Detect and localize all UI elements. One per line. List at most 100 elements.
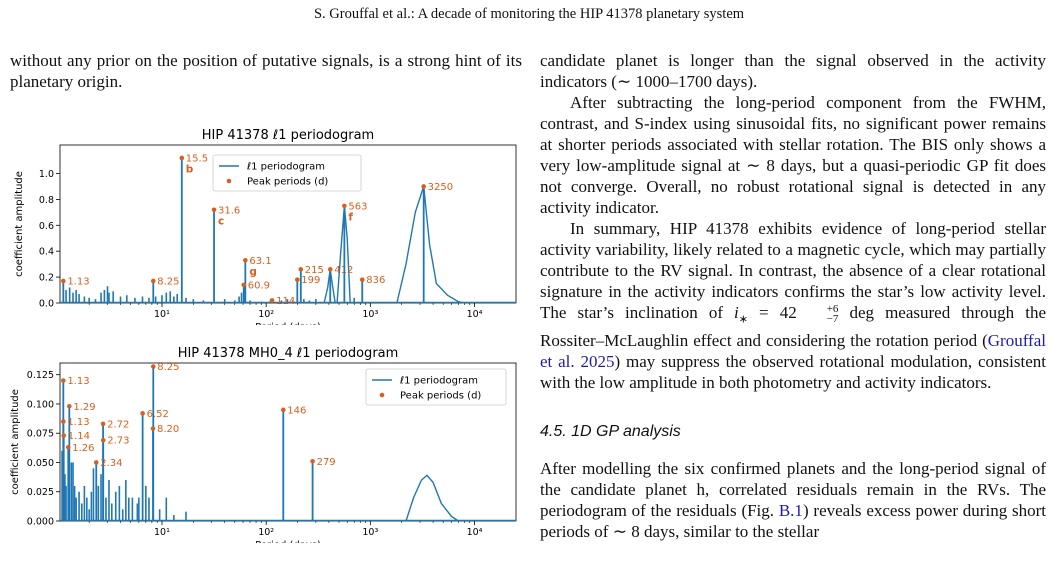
peak-label: 31.6: [218, 205, 240, 216]
legend-marker-swatch: [379, 392, 385, 398]
peak-label: 2.73: [107, 436, 129, 447]
x-tick-label: 10¹: [154, 527, 170, 538]
y-axis-label: coefficient amplitude: [14, 171, 25, 277]
citation-link[interactable]: Grouffal et al. 2025: [540, 331, 1046, 372]
mh04-periodogram-chart: HIP 41378 MH0_4 ℓ1 periodogram 0.000 0.025…: [10, 346, 517, 551]
right-column: candidate planet is longer than the sign…: [540, 50, 1046, 542]
peak-label: 1.13: [67, 276, 89, 287]
peak-label: 8.25: [157, 362, 179, 373]
peak-label: 279: [317, 457, 336, 468]
peak-marker: [150, 364, 156, 369]
peak-marker: [280, 407, 286, 413]
chart-title: HIP 41378 MH0_4 ℓ1 periodogram: [178, 346, 399, 361]
peak-label: 3250: [428, 182, 453, 193]
paragraph-3: In summary, HIP 41378 exhibits evidence …: [540, 218, 1046, 393]
y-tick-label: 0.025: [27, 487, 54, 498]
peak-label: 15.5: [186, 153, 208, 164]
x-tick-label: 10⁴: [467, 309, 483, 320]
peak-marker: [100, 437, 106, 443]
inclination-errors: +6 −7: [797, 303, 839, 326]
peak-marker: [342, 203, 347, 209]
x-tick-label: 10¹: [154, 309, 170, 320]
inclination-value: = 42: [748, 303, 797, 322]
figure-mh04-periodogram: HIP 41378 MH0_4 ℓ1 periodogram 0.000 0.025…: [8, 343, 528, 551]
paragraph-4: After modelling the six confirmed planet…: [540, 458, 1046, 542]
y-tick-label: 1.0: [39, 169, 54, 180]
y-tick-label: 0.0: [39, 299, 54, 310]
peak-label: 836: [366, 275, 385, 286]
y-tick-label: 0.050: [27, 458, 54, 469]
peak-marker: [179, 155, 185, 161]
planet-label: b: [186, 163, 194, 175]
legend-marker-swatch: [226, 178, 232, 184]
running-head: S. Grouffal et al.: A decade of monitori…: [313, 6, 745, 22]
peak-marker: [269, 298, 275, 303]
peak-marker: [241, 282, 247, 288]
x-tick-label: 10²: [258, 309, 274, 320]
peak-label: 199: [301, 275, 320, 286]
planet-label: g: [249, 266, 257, 278]
peak-label: 1.26: [72, 443, 94, 454]
inclination-symbol: i: [734, 303, 739, 322]
peak-marker: [93, 460, 99, 465]
peak-label: 563: [348, 201, 367, 212]
peak-label: 2.34: [100, 458, 122, 469]
peak-label: 1.14: [68, 431, 90, 442]
paragraph-4-start: After modelling the six confirmed planet…: [540, 459, 1046, 521]
y-axis-label: coefficient amplitude: [10, 389, 21, 495]
y-tick-label: 0.075: [27, 429, 54, 440]
paragraph-3-start: In summary, HIP 41378 exhibits evidence …: [540, 219, 1046, 322]
x-tick-label: 10³: [362, 309, 378, 320]
peak-label: 146: [287, 405, 306, 416]
planet-label: f: [348, 211, 353, 223]
legend-entry-periodogram: ℓ1 periodogram: [247, 162, 325, 173]
legend-entry-peaks: Peak periods (d): [247, 177, 328, 188]
peak-marker: [140, 411, 145, 416]
y-tick-label: 0.000: [27, 517, 54, 528]
inclination-lower-error: −7: [826, 313, 839, 326]
peak-label: 1.29: [73, 402, 95, 413]
inclination-upper-error: +6: [826, 303, 839, 316]
peak-marker: [295, 277, 300, 282]
peak-label: 63.1: [249, 256, 271, 267]
peak-marker: [67, 404, 72, 409]
y-tick-label: 0.100: [27, 399, 54, 410]
peak-marker: [243, 257, 248, 263]
peak-marker: [61, 433, 67, 438]
paragraph-4-end: ) reveals excess power during short peri…: [540, 501, 1046, 542]
peak-marker: [61, 419, 66, 424]
peak-marker: [150, 278, 156, 284]
peak-marker: [150, 426, 156, 431]
legend-entry-periodogram: ℓ1 periodogram: [400, 376, 478, 387]
y-tick-label: 0.4: [39, 247, 54, 258]
x-axis-label: Period (days): [255, 540, 321, 543]
inclination-subscript: ∗: [738, 313, 748, 326]
periodogram-curve: [405, 474, 459, 522]
x-axis-label: Period (days): [255, 322, 321, 325]
legend-entry-peaks: Peak periods (d): [400, 391, 481, 402]
peak-label: 114: [276, 296, 295, 307]
x-tick-label: 10²: [258, 527, 274, 538]
peak-marker: [61, 278, 66, 284]
y-tick-label: 0.125: [27, 370, 54, 381]
peak-label: 8.20: [157, 424, 179, 435]
paragraph-1: candidate planet is longer than the sign…: [540, 51, 1046, 91]
peak-label: 2.72: [107, 419, 129, 430]
peak-marker: [298, 267, 304, 272]
paragraph-3-end: ) may suppress the observed rotational m…: [540, 352, 1046, 393]
peak-marker: [421, 184, 426, 189]
peak-marker: [65, 444, 71, 450]
peak-marker: [327, 267, 333, 272]
peak-marker: [211, 207, 217, 213]
y-tick-label: 0.6: [39, 221, 54, 232]
peak-marker: [359, 277, 365, 282]
figure-ref-link[interactable]: B.1: [778, 501, 803, 521]
peak-label: 8.25: [157, 276, 179, 287]
y-tick-label: 0.2: [39, 273, 54, 284]
peak-label: 60.9: [248, 280, 270, 291]
paragraph-2: After subtracting the long-period compon…: [540, 93, 1046, 217]
peak-marker: [100, 421, 106, 427]
legend-box: [212, 154, 362, 192]
left-column-text: without any prior on the position of put…: [10, 51, 522, 91]
planet-label: c: [218, 215, 224, 227]
